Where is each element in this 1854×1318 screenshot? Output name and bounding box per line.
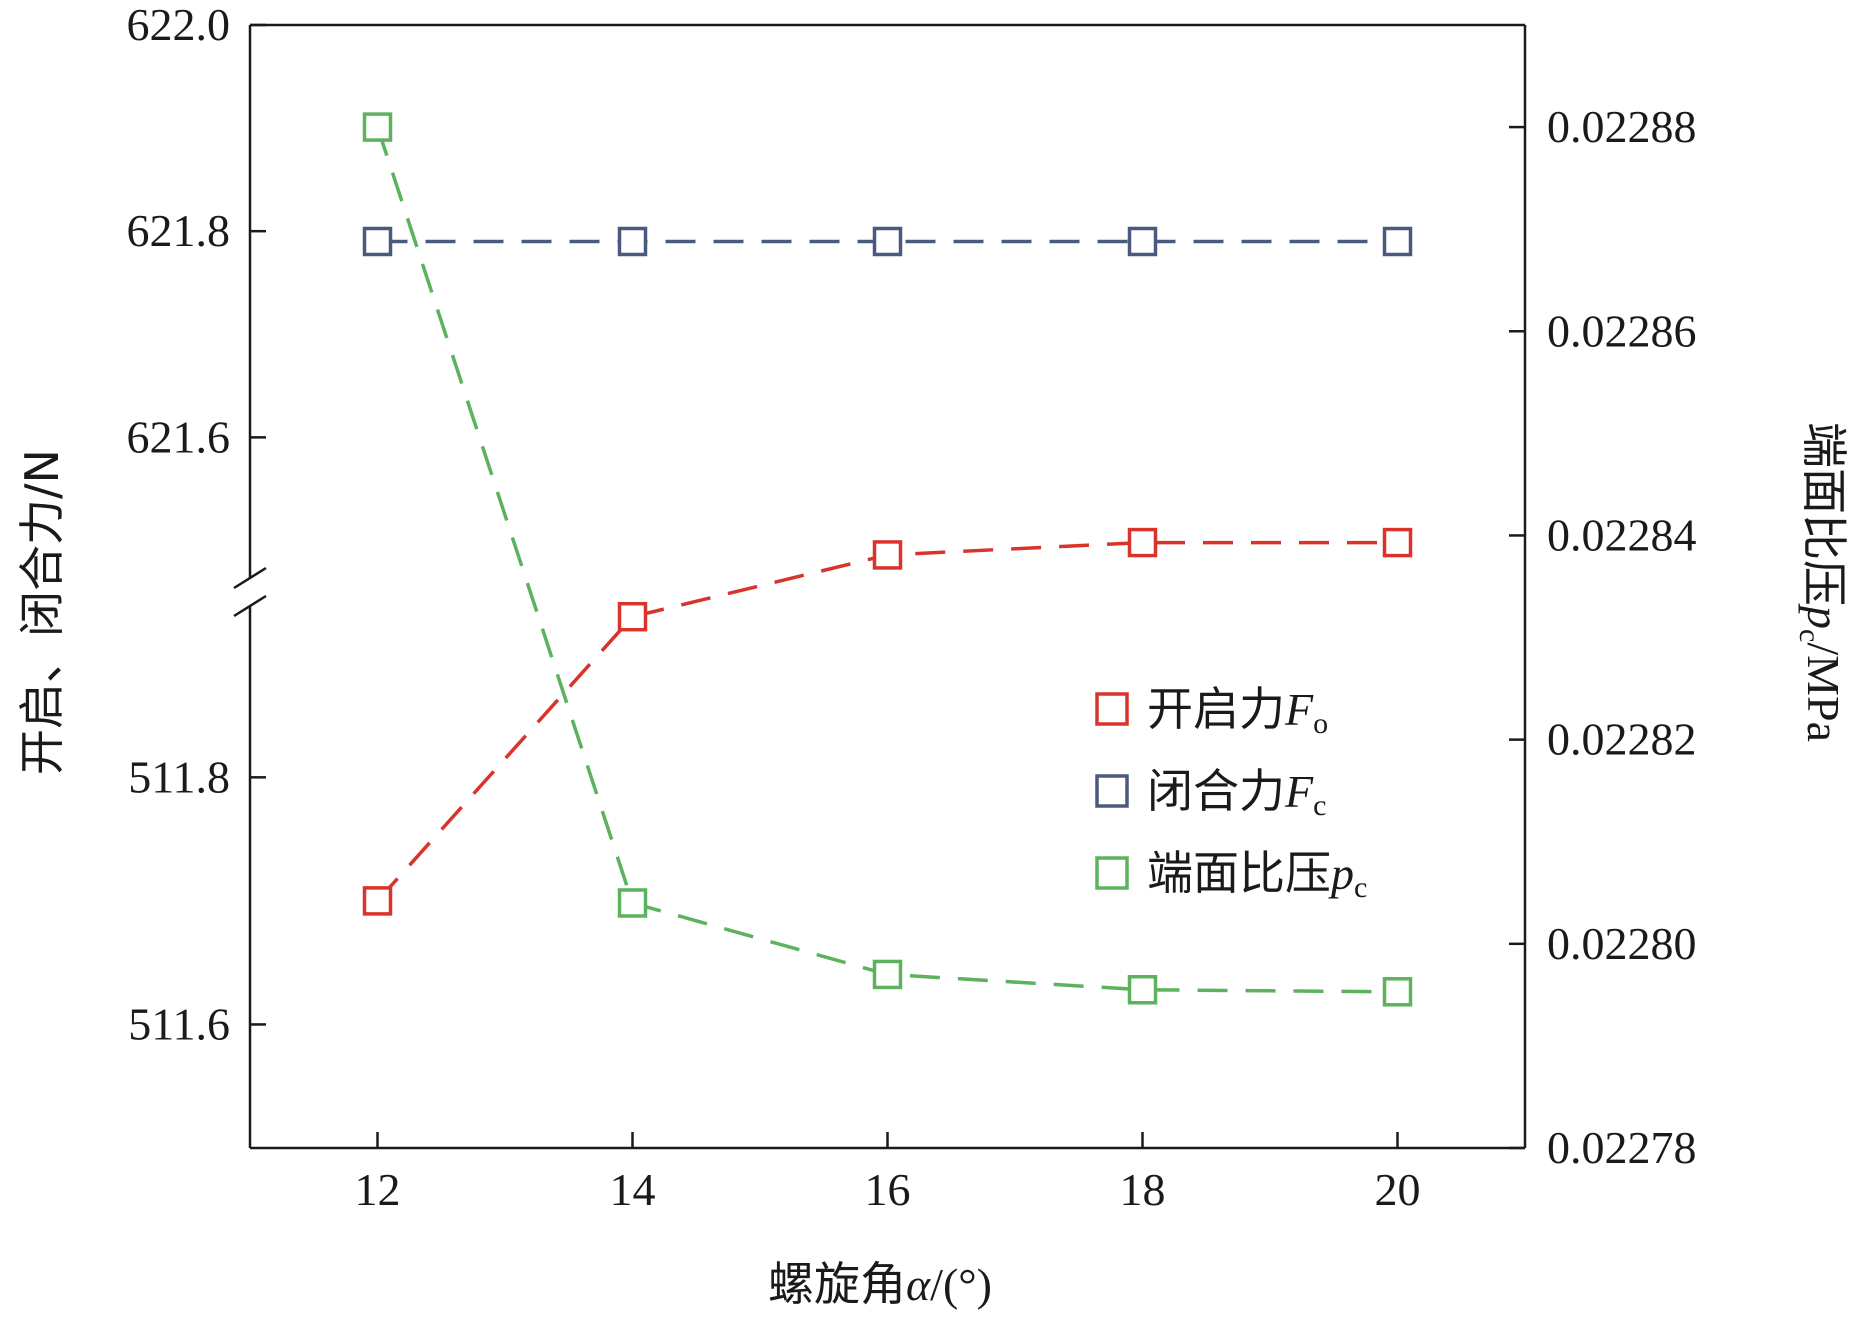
data-point-opening-force — [872, 540, 903, 570]
data-point-opening-force — [1127, 527, 1158, 558]
series-layer — [362, 112, 1413, 1007]
data-point-face-pressure — [617, 888, 648, 918]
data-point-closing-force — [617, 226, 648, 257]
series-closing-force — [362, 226, 1413, 257]
data-point-closing-force — [362, 226, 393, 257]
left-tick-label: 621.8 — [127, 205, 231, 256]
right-axis-title-suffix: /MPa — [1798, 642, 1849, 742]
right-axis-title: 端面比压pc/MPa — [1793, 422, 1851, 742]
x-tick-label: 18 — [1120, 1164, 1166, 1215]
x-axis-title-suffix: /(°) — [930, 1259, 992, 1310]
left-axis-ticks: 622.0 621.8 621.6 511.8 511.6 — [127, 0, 266, 1049]
legend-item-closing-force: 闭合力Fc — [1095, 764, 1326, 822]
x-axis-ticks: 12 14 16 18 20 — [355, 1132, 1421, 1215]
data-point-closing-force — [1382, 226, 1413, 257]
legend-item-opening-force: 开启力Fo — [1095, 682, 1328, 740]
axis-break-mark-1 — [233, 566, 267, 590]
right-axis-title-prefix: 端面比压 — [1797, 422, 1851, 606]
data-point-opening-force — [362, 886, 393, 916]
data-point-closing-force — [1127, 226, 1158, 257]
left-tick-label: 511.8 — [128, 751, 230, 802]
x-tick-label: 14 — [610, 1164, 656, 1215]
x-tick-label: 16 — [865, 1164, 911, 1215]
right-tick-label: 0.02288 — [1547, 101, 1697, 152]
right-axis-ticks: 0.02288 0.02286 0.02284 0.02282 0.02280 0.022… — [1509, 101, 1697, 1173]
left-tick-label: 622.0 — [127, 0, 231, 50]
data-point-face-pressure — [362, 112, 393, 142]
right-tick-label: 0.02284 — [1547, 509, 1697, 560]
legend: 开启力Fo 闭合力Fc 端面比压pc — [1095, 682, 1367, 904]
series-opening-force — [362, 527, 1413, 916]
legend-swatch — [1095, 692, 1129, 726]
legend-label: 闭合力Fc — [1147, 764, 1326, 822]
data-point-face-pressure — [1382, 977, 1413, 1007]
right-tick-label: 0.02278 — [1547, 1122, 1697, 1173]
axis-break-mark-2 — [233, 594, 267, 618]
legend-item-face-pressure: 端面比压pc — [1095, 846, 1367, 904]
right-axis-title-symbol: p — [1798, 603, 1849, 629]
data-point-closing-force — [872, 226, 903, 257]
plot-frame — [233, 23, 1527, 1150]
data-point-face-pressure — [872, 959, 903, 990]
x-tick-label: 12 — [355, 1164, 401, 1215]
legend-swatch — [1095, 856, 1129, 890]
x-axis-title-symbol: α — [906, 1259, 931, 1310]
legend-swatch — [1095, 774, 1129, 808]
left-tick-label: 511.6 — [128, 998, 230, 1049]
legend-label: 开启力Fo — [1147, 682, 1328, 740]
data-point-opening-force — [1382, 527, 1413, 558]
right-tick-label: 0.02280 — [1547, 918, 1697, 969]
x-axis-title-prefix: 螺旋角 — [768, 1257, 906, 1311]
data-point-opening-force — [617, 601, 648, 632]
series-face-pressure — [362, 112, 1413, 1007]
x-axis-title: 螺旋角α/(°) — [768, 1257, 992, 1311]
right-tick-label: 0.02282 — [1547, 714, 1697, 765]
legend-label: 端面比压pc — [1147, 846, 1367, 904]
left-tick-label: 621.6 — [127, 411, 231, 462]
right-tick-label: 0.02286 — [1547, 305, 1697, 356]
x-tick-label: 20 — [1375, 1164, 1421, 1215]
right-axis-title-sub: c — [1793, 629, 1826, 642]
data-point-face-pressure — [1127, 975, 1158, 1005]
left-axis-title: 开启、闭合力/N — [15, 449, 69, 775]
